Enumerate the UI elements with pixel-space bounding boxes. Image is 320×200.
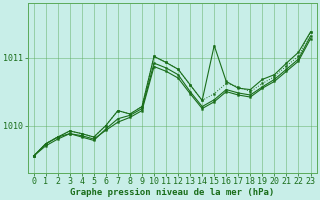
X-axis label: Graphe pression niveau de la mer (hPa): Graphe pression niveau de la mer (hPa) [70, 188, 274, 197]
